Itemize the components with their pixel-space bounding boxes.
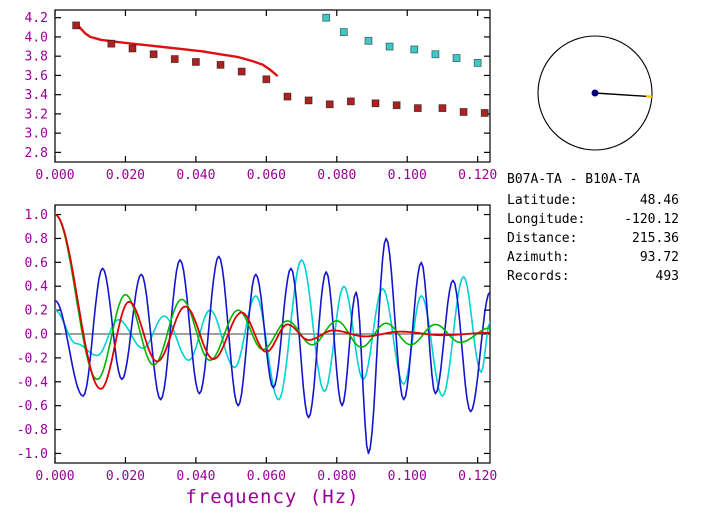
svg-text:1.0: 1.0 [25,208,48,223]
svg-text:4.0: 4.0 [25,30,48,45]
svg-text:0.8: 0.8 [25,232,48,247]
svg-text:0.100: 0.100 [388,469,427,484]
svg-text:0.2: 0.2 [25,304,48,319]
svg-text:0.080: 0.080 [317,469,356,484]
info-row-latitude: Latitude: 48.46 [507,191,679,210]
series-trace-blue [55,237,490,455]
series-trace-cyan [55,259,490,401]
azimuth-label: Azimuth: [507,250,570,265]
info-row-records: Records: 493 [507,267,679,286]
azimuth-value: 93.72 [639,250,679,265]
records-value: 493 [655,269,679,284]
series-secondary-dispersion [322,13,482,67]
series-reference-curve [78,26,279,77]
svg-text:-0.2: -0.2 [17,351,48,366]
svg-text:4.2: 4.2 [25,11,48,26]
svg-text:0.020: 0.020 [106,469,145,484]
longitude-value: -120.12 [624,212,679,227]
station-pair-label: B07A-TA - B10A-TA [507,172,641,187]
svg-text:-1.0: -1.0 [17,447,48,462]
svg-text:0.120: 0.120 [458,469,497,484]
svg-text:0.060: 0.060 [247,469,286,484]
records-label: Records: [507,269,570,284]
svg-text:0.060: 0.060 [247,168,286,183]
dispersion-axes: 0.000 0.020 0.040 0.060 0.080 0.100 0.120 2.8 3.… [25,9,497,183]
station-info-panel: B07A-TA - B10A-TA Latitude: 48.46 Longit… [507,170,679,286]
waveform-panel: 0.000 0.020 0.040 0.060 0.080 0.100 0.120 -1.0 -… [17,204,497,484]
distance-label: Distance: [507,231,578,246]
latitude-label: Latitude: [507,193,578,208]
svg-text:3.6: 3.6 [25,69,48,84]
svg-text:3.2: 3.2 [25,107,48,122]
svg-text:0.0: 0.0 [25,328,48,343]
svg-text:-0.6: -0.6 [17,399,48,414]
azimuth-compass [537,35,653,151]
svg-text:0.020: 0.020 [106,168,145,183]
svg-text:0.040: 0.040 [176,168,215,183]
compass-graphic [537,35,653,151]
svg-text:-0.8: -0.8 [17,423,48,438]
x-axis-title: frequency (Hz) [185,486,360,508]
svg-text:0.100: 0.100 [388,168,427,183]
svg-text:-0.4: -0.4 [17,375,48,390]
series-measured-dispersion [72,21,489,117]
info-row-longitude: Longitude: -120.12 [507,210,679,229]
dispersion-panel: 0.000 0.020 0.040 0.060 0.080 0.100 0.120 2.8 3.… [25,9,497,183]
svg-text:0.000: 0.000 [35,469,74,484]
svg-text:0.6: 0.6 [25,256,48,271]
azimuth-needle [594,92,647,98]
longitude-label: Longitude: [507,212,586,227]
svg-text:0.080: 0.080 [317,168,356,183]
distance-value: 215.36 [632,231,679,246]
svg-text:3.4: 3.4 [25,88,49,103]
latitude-value: 48.46 [639,193,679,208]
waveforms-axes: 0.000 0.020 0.040 0.060 0.080 0.100 0.120 -1.0 -… [17,204,497,484]
series-trace-red [55,213,490,390]
series-trace-green [55,213,490,381]
svg-text:0.040: 0.040 [176,469,215,484]
svg-text:3.0: 3.0 [25,127,48,142]
svg-text:0.4: 0.4 [25,280,49,295]
svg-text:0.120: 0.120 [458,168,497,183]
compass-center-dot [591,89,599,97]
svg-text:2.8: 2.8 [25,146,48,161]
svg-text:0.000: 0.000 [35,168,74,183]
info-row-distance: Distance: 215.36 [507,229,679,248]
info-row-azimuth: Azimuth: 93.72 [507,248,679,267]
svg-text:3.8: 3.8 [25,50,48,65]
